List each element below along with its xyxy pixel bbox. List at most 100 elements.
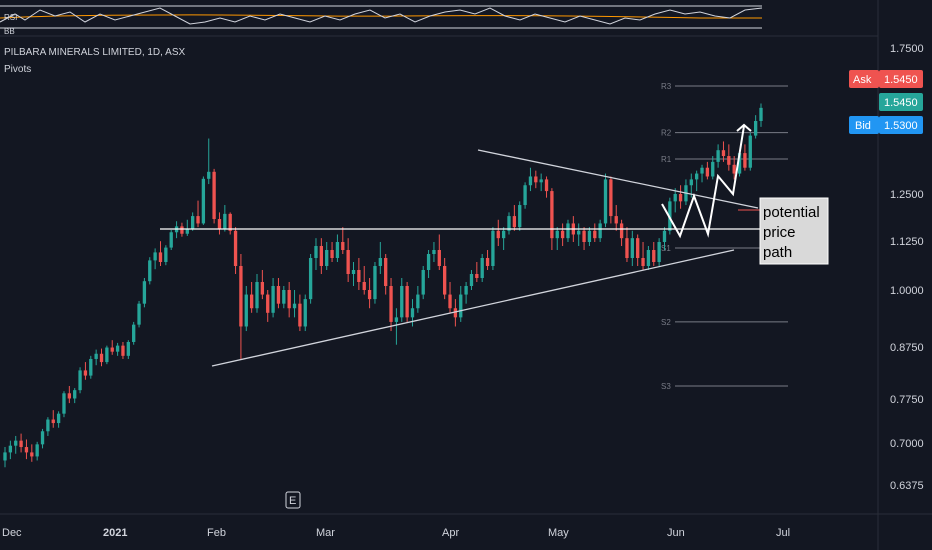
candle-body (442, 266, 447, 295)
candle-body (577, 230, 581, 235)
time-axis[interactable]: Dec 2021 Feb Mar Apr May Jun Jul (2, 527, 790, 539)
x-tick-label: Mar (316, 527, 335, 539)
candle-body (464, 286, 468, 295)
candle-body (389, 286, 393, 322)
candle-body (528, 176, 533, 186)
price-axis[interactable]: 1.7500 1.2500 1.1250 1.0000 0.8750 0.775… (890, 43, 924, 492)
candle-body (126, 341, 130, 356)
y-tick-label: 0.7750 (890, 394, 924, 406)
candle-body (362, 282, 366, 290)
candle-body (711, 161, 715, 177)
candle-body (153, 252, 157, 261)
candle-body (287, 290, 291, 309)
candle-body (555, 230, 559, 239)
candle-body (753, 121, 758, 136)
candle-body (737, 153, 742, 174)
candle-body (544, 179, 549, 192)
candle-body (700, 167, 704, 174)
candle-body (587, 230, 592, 242)
candle-body (24, 447, 29, 453)
y-tick-label: 1.2500 (890, 189, 924, 201)
pivots-indicator-label: Pivots (4, 64, 31, 75)
candle-body (619, 223, 624, 239)
candle-body (78, 370, 82, 391)
candle-body (35, 444, 39, 457)
rsi-label: RSI (4, 13, 17, 22)
y-tick-label: 0.6375 (890, 480, 924, 492)
candle-body (260, 282, 265, 295)
chart-title: PILBARA MINERALS LIMITED, 1D, ASX (4, 47, 186, 58)
ascending-trendline[interactable] (211, 249, 735, 367)
candle-body (367, 290, 372, 300)
candle-body (105, 347, 109, 363)
bid-tag-label-bg (849, 116, 879, 134)
pivot-label: S1 (661, 244, 671, 253)
earnings-event-marker[interactable]: E (285, 491, 301, 509)
candle-body (239, 266, 243, 327)
candle-body (485, 258, 490, 266)
candle-body (325, 250, 329, 266)
candle-body (566, 223, 570, 239)
candle-body (73, 390, 77, 399)
candle-body (30, 452, 34, 457)
last-price-bg (879, 93, 923, 111)
candle-body (169, 232, 173, 248)
ask-tag-label: Ask (853, 74, 872, 86)
candle-body (330, 250, 334, 258)
candle-body (437, 250, 441, 266)
candle-body (384, 258, 388, 286)
candle-body (8, 445, 13, 453)
candle-body (560, 230, 565, 239)
trendline-drawings[interactable] (160, 123, 770, 367)
ask-tag-label-bg (849, 70, 879, 88)
candle-body (292, 303, 297, 309)
candle-body (335, 242, 340, 258)
last-price: 1.5450 (884, 97, 918, 109)
candle-body (630, 238, 634, 258)
candle-body (89, 358, 93, 376)
ask-price: 1.5450 (884, 74, 918, 86)
candle-body (598, 223, 602, 239)
candle-body (400, 286, 404, 318)
candle-body (480, 258, 484, 278)
x-tick-label: Feb (207, 527, 226, 539)
candle-body (448, 294, 452, 309)
candle-body (727, 156, 731, 165)
candle-body (662, 230, 667, 242)
pivot-label: R3 (661, 82, 672, 91)
candle-body (475, 274, 479, 278)
rsi-pane: RSI BB (0, 5, 878, 37)
price-tags: Ask 1.5450 1.5450 Bid 1.5300 (849, 70, 923, 134)
candle-body (609, 179, 613, 217)
candle-body (228, 213, 232, 231)
potential-price-path[interactable] (661, 125, 745, 239)
candle-body (694, 173, 699, 180)
candle-body (207, 171, 211, 179)
earnings-marker-label: E (289, 495, 296, 507)
x-tick-label: Apr (442, 527, 459, 539)
candle-body (496, 230, 500, 239)
pivot-label: R1 (661, 155, 672, 164)
candle-body (46, 419, 50, 432)
annotation-box (759, 197, 829, 265)
candle-body (190, 216, 195, 229)
candle-body (282, 290, 286, 304)
candle-body (132, 324, 136, 342)
candle-body (721, 150, 726, 157)
candle-body (491, 230, 495, 266)
rsi-sub-label: BB (4, 27, 15, 36)
candle-body (641, 258, 645, 266)
candle-body (67, 393, 72, 399)
candle-body (748, 135, 752, 168)
x-tick-label: May (548, 527, 569, 539)
descending-trendline[interactable] (477, 149, 759, 209)
candle-body (405, 286, 409, 318)
candle-body (233, 230, 238, 266)
candle-body (582, 230, 586, 242)
candle-body (523, 185, 527, 206)
candle-body (636, 238, 640, 258)
annotation-callout[interactable]: potential price path (759, 197, 829, 265)
candle-body (244, 294, 248, 327)
candle-body (732, 164, 736, 174)
